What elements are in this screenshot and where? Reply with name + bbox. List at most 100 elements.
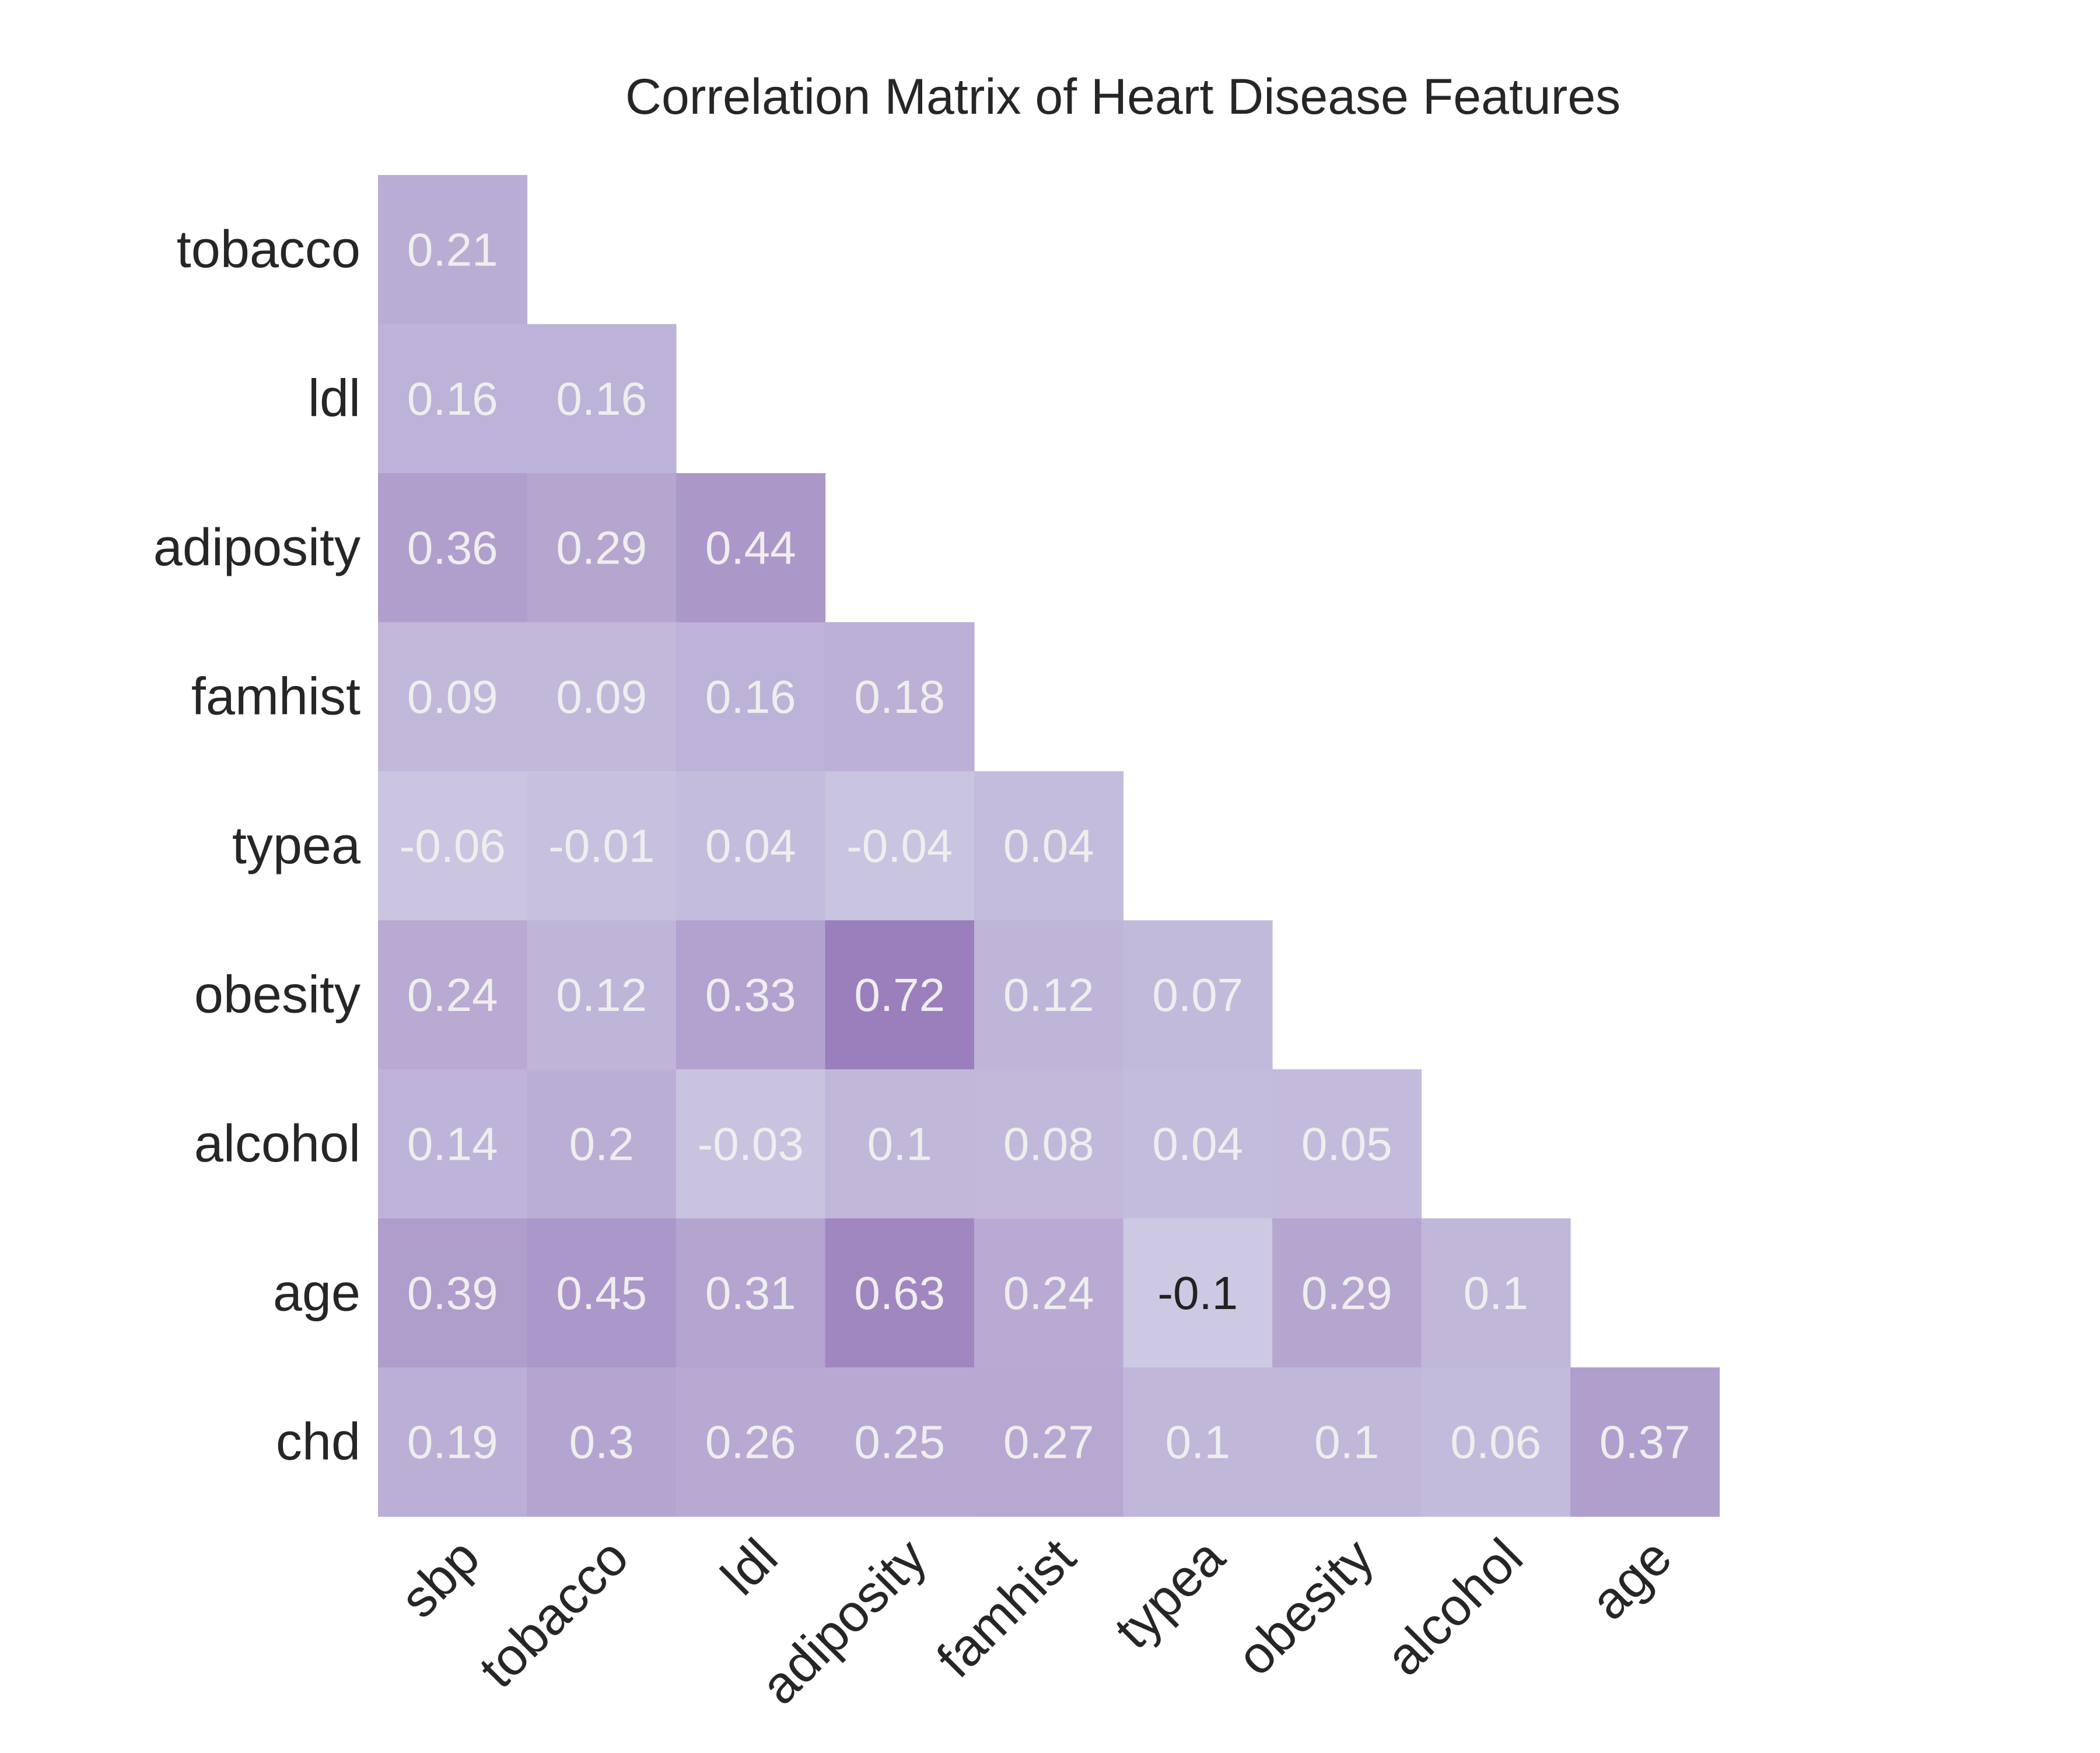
heatmap-cell-label: 0.05: [1301, 1118, 1392, 1170]
heatmap-cell-labels: 0.21 0.16 0.16 0.36 0.29 0.44 0.09 0.09 0.16 0.18…: [400, 223, 1690, 1468]
chart-title: Correlation Matrix of Heart Disease Feat…: [625, 69, 1620, 125]
heatmap-cell-chd-age: [1570, 1367, 1720, 1517]
heatmap-cell-chd-alcohol: [1421, 1367, 1571, 1517]
y-tick-label-adiposity: adiposity: [153, 519, 360, 577]
x-tick-label-adiposity: adiposity: [750, 1528, 938, 1716]
heatmap-cell-chd-tobacco: [527, 1367, 677, 1517]
heatmap-cell-obesity-famhist: [974, 920, 1124, 1070]
y-tick-label-ldl: ldl: [308, 369, 360, 428]
heatmap-cell-age-alcohol: [1421, 1218, 1571, 1368]
heatmap-cell-typea-famhist: [974, 771, 1124, 921]
heatmap-cell-label: -0.04: [846, 820, 953, 872]
heatmap-cell-label: 0.06: [1450, 1416, 1541, 1468]
heatmap-cell-label: 0.1: [1314, 1416, 1379, 1468]
heatmap-cell-label: 0.31: [705, 1267, 796, 1319]
heatmap-cell-age-sbp: [378, 1218, 528, 1368]
heatmap-cell-label: 0.09: [556, 671, 647, 723]
y-tick-label-famhist: famhist: [191, 667, 360, 726]
heatmap-cell-ldl-tobacco: [527, 324, 677, 474]
heatmap-cell-label: 0.25: [854, 1416, 945, 1468]
heatmap-cell-label: 0.16: [556, 373, 647, 425]
heatmap-cell-ldl-sbp: [378, 324, 528, 474]
x-tick-label-typea: typea: [1104, 1527, 1236, 1660]
heatmap-cell-adiposity-sbp: [378, 473, 528, 623]
heatmap-cell-typea-sbp: [378, 771, 528, 921]
heatmap-cell-famhist-sbp: [378, 622, 528, 772]
heatmap-cell-label: 0.12: [556, 969, 647, 1021]
heatmap-cell-label: 0.04: [1152, 1118, 1243, 1170]
heatmap-cell-age-typea: [1123, 1218, 1273, 1368]
heatmap-cell-label: 0.3: [569, 1416, 634, 1468]
heatmap-cell-label: 0.72: [854, 969, 945, 1021]
heatmap-cell-label: 0.39: [407, 1267, 498, 1319]
heatmap-cell-typea-tobacco: [527, 771, 677, 921]
heatmap-cell-label: -0.03: [698, 1118, 804, 1170]
heatmap-cell-label: 0.44: [705, 522, 796, 573]
heatmap-cell-label: 0.19: [407, 1416, 498, 1468]
heatmap-cell-label: 0.16: [705, 671, 796, 723]
heatmap-cell-age-obesity: [1272, 1218, 1422, 1368]
heatmap-cell-obesity-ldl: [676, 920, 826, 1070]
heatmap-cell-label: 0.12: [1003, 969, 1094, 1021]
heatmap-cell-label: 0.04: [705, 820, 796, 872]
heatmap-cell-label: 0.24: [407, 969, 498, 1021]
heatmap-cell-label: -0.1: [1157, 1267, 1238, 1319]
heatmap-cell-typea-ldl: [676, 771, 826, 921]
heatmap-cell-typea-adiposity: [825, 771, 975, 921]
heatmap-cell-chd-adiposity: [825, 1367, 975, 1517]
heatmap-cell-label: 0.07: [1152, 969, 1243, 1021]
heatmap-cell-alcohol-famhist: [974, 1069, 1124, 1219]
heatmap-cell-alcohol-sbp: [378, 1069, 528, 1219]
heatmap-cell-label: 0.16: [407, 373, 498, 425]
heatmap-cell-famhist-ldl: [676, 622, 826, 772]
heatmap-cell-alcohol-tobacco: [527, 1069, 677, 1219]
heatmap-cell-adiposity-ldl: [676, 473, 826, 623]
heatmap-cell-age-tobacco: [527, 1218, 677, 1368]
heatmap-cell-alcohol-adiposity: [825, 1069, 975, 1219]
heatmap-cell-famhist-tobacco: [527, 622, 677, 772]
heatmap-cell-label: 0.21: [407, 223, 498, 275]
heatmap-cell-label: 0.36: [407, 522, 498, 573]
heatmap-cell-label: 0.63: [854, 1267, 945, 1319]
heatmap-cell-label: 0.24: [1003, 1267, 1094, 1319]
heatmap-cell-chd-obesity: [1272, 1367, 1422, 1517]
heatmap-cell-age-adiposity: [825, 1218, 975, 1368]
heatmap-cell-chd-famhist: [974, 1367, 1124, 1517]
heatmap-cell-age-famhist: [974, 1218, 1124, 1368]
x-tick-label-obesity: obesity: [1226, 1528, 1385, 1686]
heatmap-cell-chd-sbp: [378, 1367, 528, 1517]
y-axis-tick-labels: tobacco ldl adiposity famhist typea obesity al…: [153, 221, 361, 1471]
heatmap-cell-label: 0.1: [867, 1118, 932, 1170]
heatmap-cell-label: 0.29: [556, 522, 647, 573]
heatmap-cell-alcohol-ldl: [676, 1069, 826, 1219]
heatmap-cell-alcohol-typea: [1123, 1069, 1273, 1219]
heatmap-cells: [378, 175, 1720, 1517]
heatmap-cell-label: 0.1: [1166, 1416, 1230, 1468]
heatmap-cell-label: 0.26: [705, 1416, 796, 1468]
heatmap-cell-chd-typea: [1123, 1367, 1273, 1517]
heatmap-cell-obesity-sbp: [378, 920, 528, 1070]
heatmap-cell-label: 0.29: [1301, 1267, 1392, 1319]
y-tick-label-age: age: [273, 1264, 360, 1322]
heatmap-cell-obesity-adiposity: [825, 920, 975, 1070]
x-tick-label-tobacco: tobacco: [468, 1528, 640, 1699]
heatmap-cell-label: 0.45: [556, 1267, 647, 1319]
heatmap-cell-label: 0.14: [407, 1118, 498, 1170]
heatmap-cell-label: 0.37: [1600, 1416, 1690, 1468]
heatmap-cell-label: 0.18: [854, 671, 945, 723]
x-tick-label-age: age: [1580, 1528, 1683, 1631]
heatmap-cell-label: 0.04: [1003, 820, 1094, 872]
heatmap-cell-age-ldl: [676, 1218, 826, 1368]
heatmap-cell-alcohol-obesity: [1272, 1069, 1422, 1219]
heatmap-cell-label: 0.2: [569, 1118, 634, 1170]
heatmap-cell-label: -0.01: [548, 820, 654, 872]
heatmap-cell-label: 0.27: [1003, 1416, 1094, 1468]
x-tick-label-alcohol: alcohol: [1375, 1528, 1534, 1686]
x-tick-label-famhist: famhist: [926, 1528, 1087, 1689]
heatmap-cell-label: 0.08: [1003, 1118, 1094, 1170]
y-tick-label-alcohol: alcohol: [194, 1115, 360, 1173]
y-tick-label-obesity: obesity: [194, 965, 360, 1024]
